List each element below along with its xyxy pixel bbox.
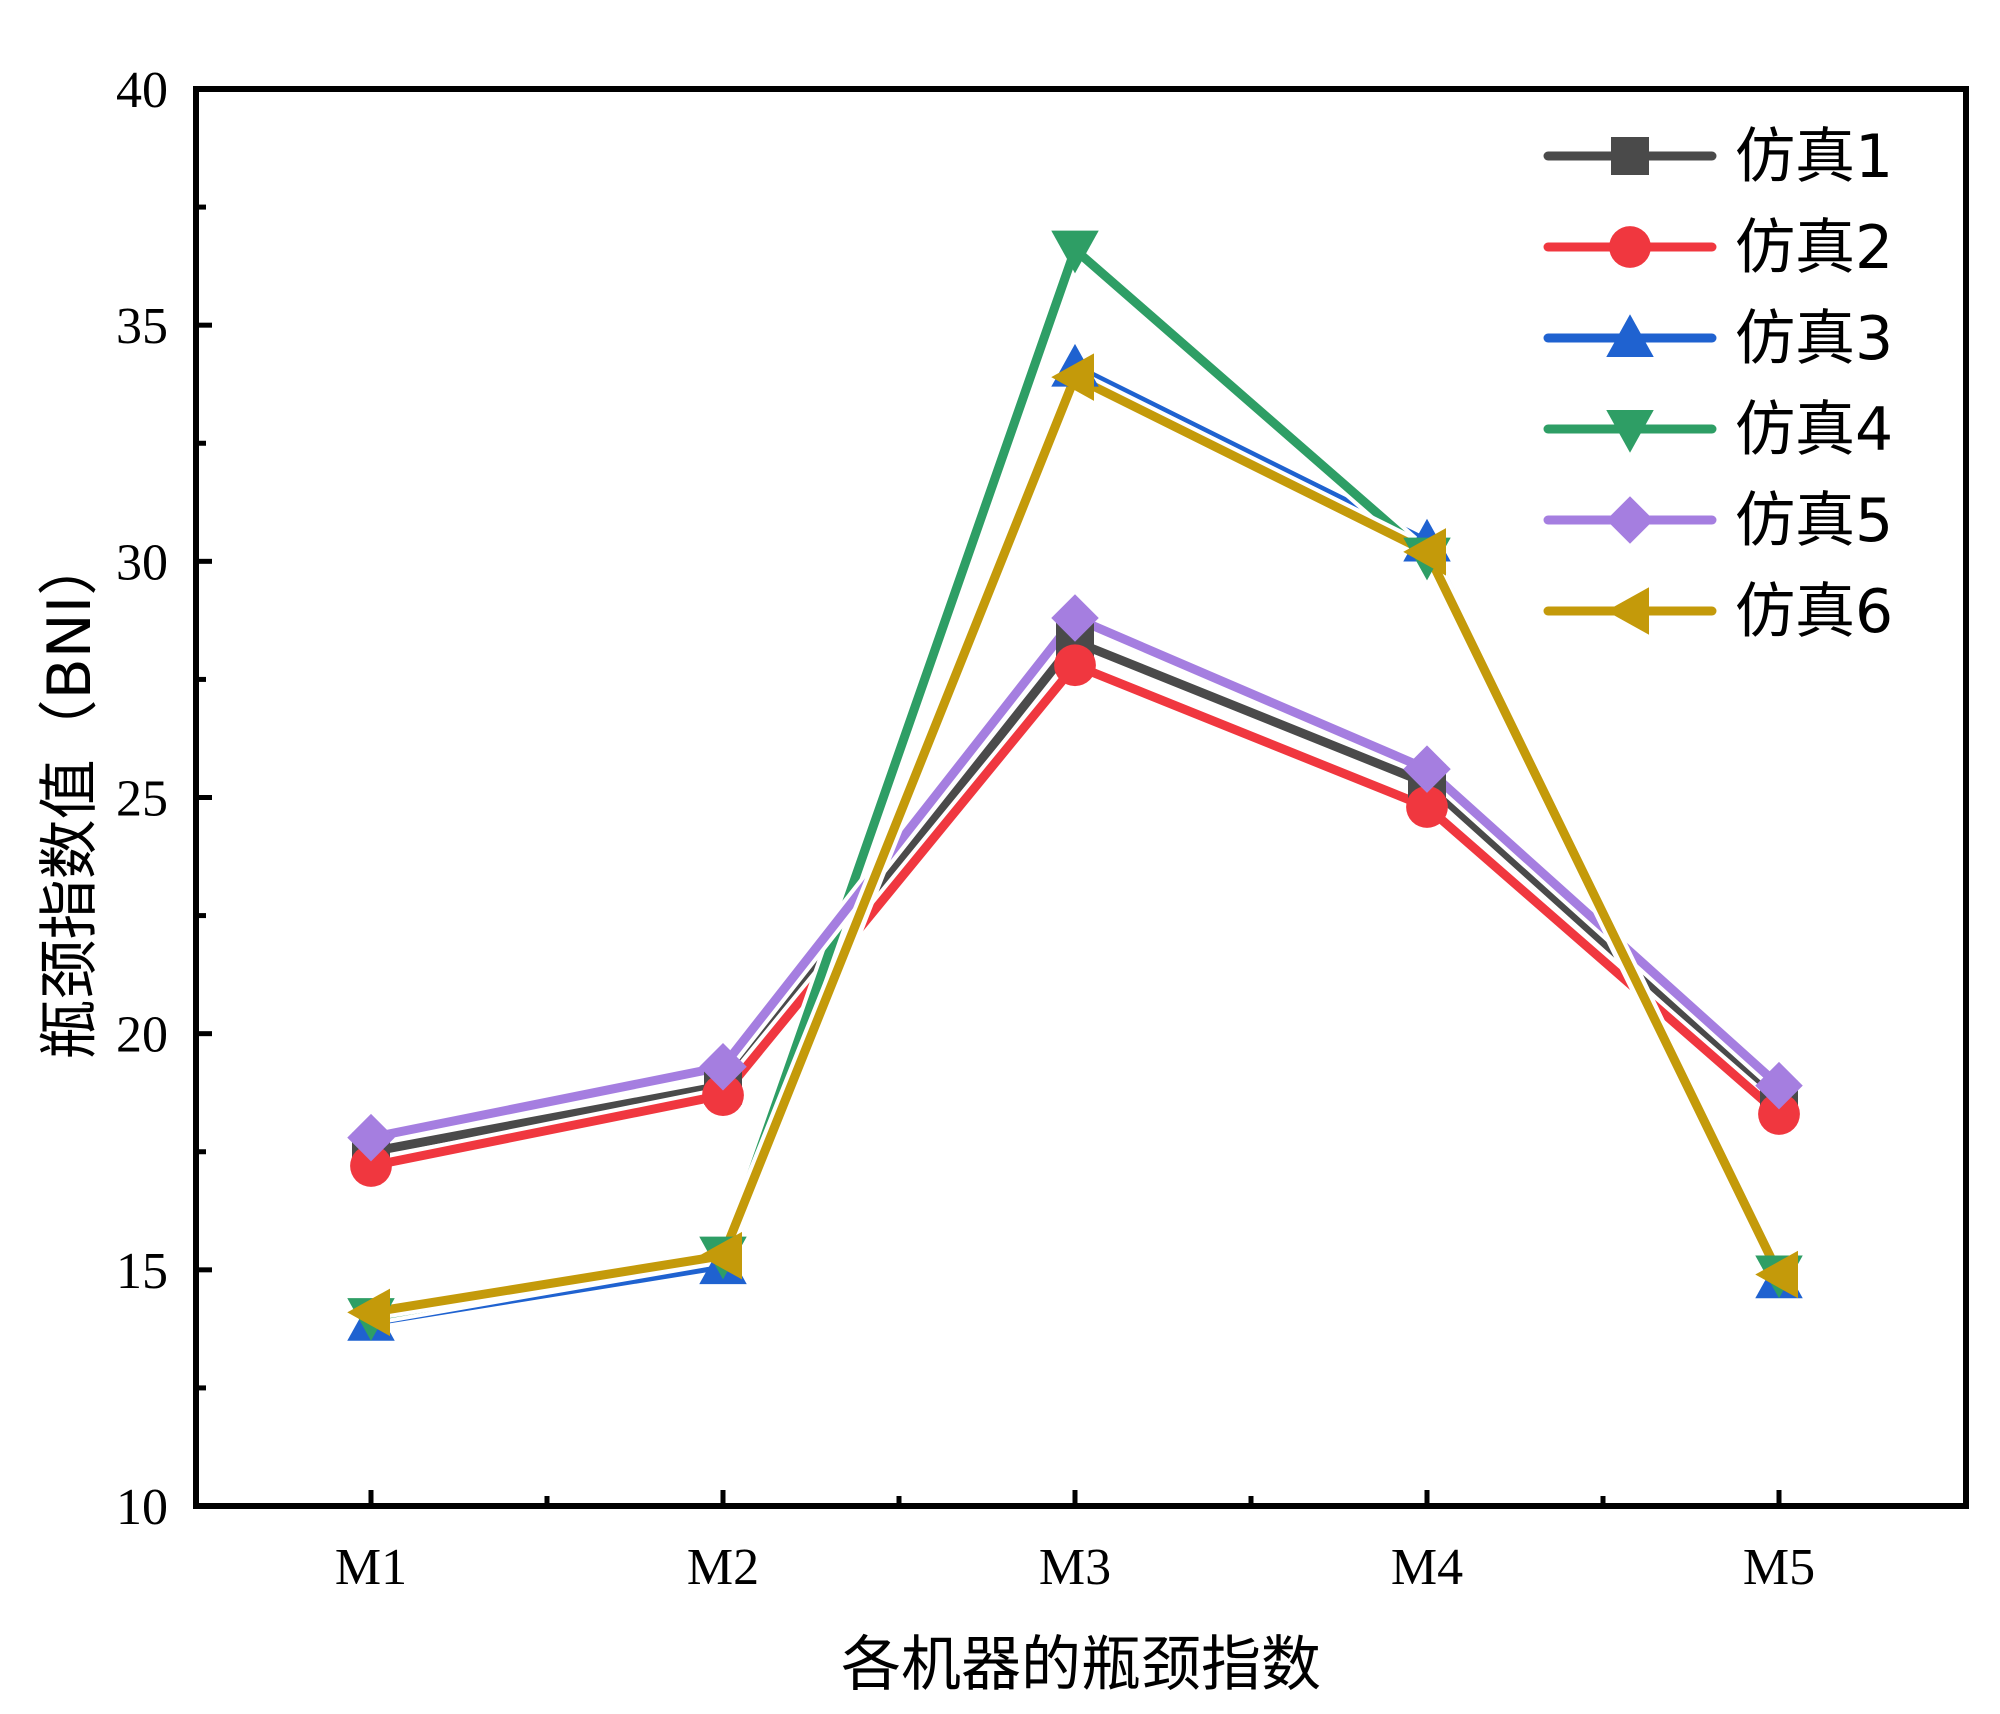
y-tick-label: 40 — [116, 62, 168, 119]
legend-label-6: 仿真6 — [1735, 577, 1893, 647]
data-point-s5-M4 — [1403, 745, 1451, 793]
legend-label-4: 仿真4 — [1735, 395, 1893, 465]
legend-label-3: 仿真3 — [1735, 304, 1893, 374]
series-line-4 — [366, 245, 1784, 1322]
legend-marker-5 — [1606, 496, 1654, 544]
legend-marker-6 — [1606, 587, 1649, 635]
data-point-s6-M4 — [1403, 528, 1446, 576]
x-tick-label: M4 — [1391, 1539, 1463, 1596]
data-point-s2-M4 — [1406, 786, 1448, 828]
x-axis-title: 各机器的瓶颈指数 — [841, 1630, 1321, 1700]
data-point-s6-M5 — [1755, 1250, 1798, 1299]
legend: 仿真1 仿真2 仿真3 仿真4 仿真5 仿真6 — [1543, 122, 1893, 647]
y-tick-label: 15 — [116, 1243, 168, 1300]
data-point-s6-M3 — [1051, 353, 1094, 401]
x-tick-label: M5 — [1743, 1539, 1815, 1596]
legend-marker-2 — [1609, 226, 1651, 268]
x-tick-label: M1 — [335, 1539, 407, 1596]
legend-label-1: 仿真1 — [1735, 122, 1893, 192]
data-point-s6-M1 — [347, 1288, 390, 1337]
data-point-s5-M2 — [699, 1042, 747, 1091]
data-point-s2-M3 — [1054, 644, 1096, 687]
x-tick-label: M2 — [687, 1539, 759, 1596]
y-tick-label: 30 — [116, 534, 168, 591]
legend-label-5: 仿真5 — [1735, 486, 1893, 556]
y-tick-label: 35 — [116, 298, 168, 355]
data-point-s5-M5 — [1755, 1061, 1803, 1110]
y-tick-label: 25 — [116, 771, 168, 828]
y-tick-label: 20 — [116, 1007, 168, 1064]
data-point-s2-M5 — [1758, 1093, 1800, 1135]
data-point-s6-M2 — [699, 1231, 742, 1280]
legend-marker-3 — [1606, 314, 1654, 357]
data-point-s2-M2 — [702, 1074, 744, 1116]
data-point-s5-M1 — [347, 1113, 395, 1162]
y-axis-title: 瓶颈指数值（BNI） — [35, 536, 105, 1060]
legend-marker-1 — [1611, 137, 1649, 175]
legend-marker-4 — [1606, 410, 1654, 453]
series-line-halo-5 — [362, 609, 1788, 1147]
plot-area — [347, 230, 1803, 1341]
data-point-s5-M3 — [1051, 594, 1099, 642]
y-tick-label: 10 — [116, 1479, 168, 1536]
data-point-s2-M1 — [350, 1145, 392, 1187]
data-point-s4-M3 — [1051, 230, 1099, 274]
series-line-halo-4 — [362, 241, 1788, 1326]
axes: 10 15 20 25 30 35 40 M1 M2 M3 M4 M5 — [116, 62, 1969, 1596]
series-line-5 — [366, 613, 1784, 1143]
x-tick-label: M3 — [1039, 1539, 1111, 1596]
legend-label-2: 仿真2 — [1735, 213, 1893, 283]
